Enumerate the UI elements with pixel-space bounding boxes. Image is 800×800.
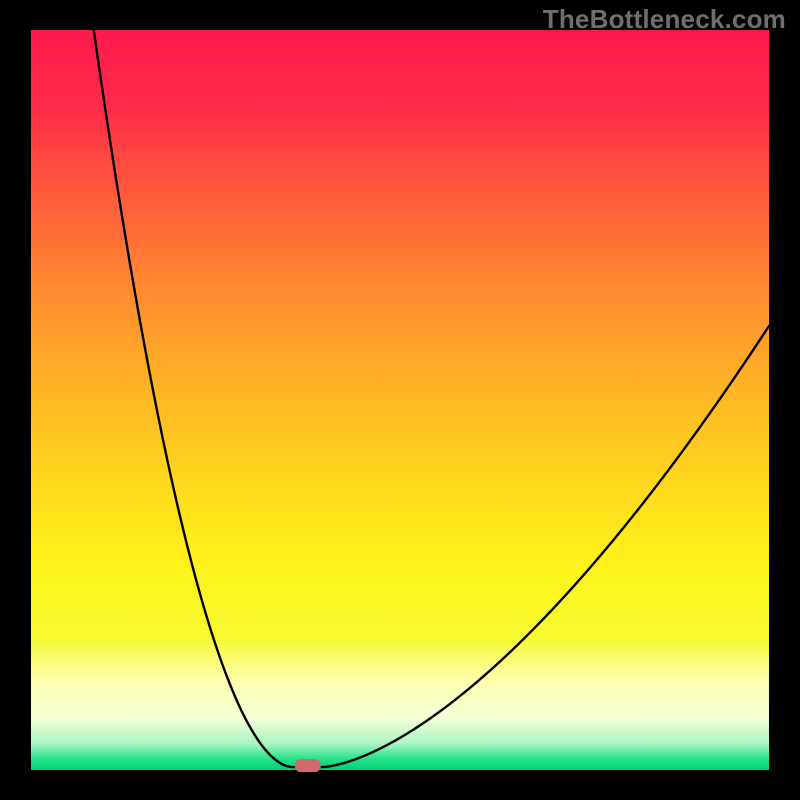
chart-svg xyxy=(0,0,800,800)
chart-container: TheBottleneck.com xyxy=(0,0,800,800)
plot-background-gradient xyxy=(31,30,769,770)
watermark-text: TheBottleneck.com xyxy=(543,4,786,35)
optimum-marker xyxy=(295,759,321,772)
